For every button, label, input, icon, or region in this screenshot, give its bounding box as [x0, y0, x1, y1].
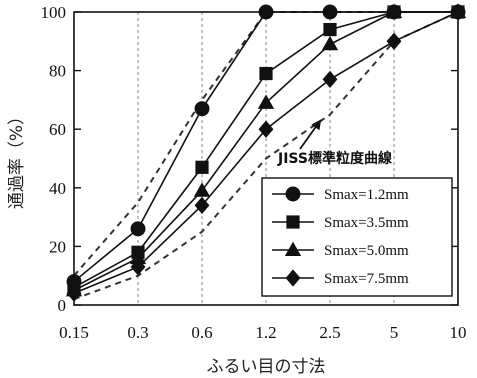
legend-marker-4 [285, 269, 301, 287]
x-tick-label-10: 10 [450, 323, 467, 342]
data-point-4-2.5 [322, 70, 338, 89]
data-point-3-1.2 [257, 94, 275, 109]
x-tick-label-5: 5 [390, 323, 399, 342]
y-tick-label-0: 0 [58, 296, 67, 315]
series-group [65, 3, 467, 302]
data-point-3-5 [385, 3, 403, 18]
data-point-4-1.2 [258, 120, 274, 138]
data-point-2-2.5 [323, 22, 337, 37]
axes: 0 20 40 60 80 100 0.15 0.3 0.6 1.2 2.5 5 10 ふるい目の寸法 通過… [7, 3, 467, 377]
x-axis-title: ふるい目の寸法 [207, 357, 326, 377]
series-4 [66, 3, 466, 302]
x-tick-label-2.5: 2.5 [319, 323, 340, 342]
y-tick-label-60: 60 [49, 120, 66, 139]
reference-curve-lower [73, 11, 459, 301]
data-point-1-0.6 [194, 101, 210, 117]
legend-label-2: Smax=3.5mm [324, 215, 409, 231]
legend-label-3: Smax=5.0mm [324, 243, 409, 259]
legend-marker-3 [284, 241, 302, 256]
legend-label-4: Smax=7.5mm [324, 271, 409, 287]
x-tick-label-0.3: 0.3 [127, 323, 148, 342]
data-point-3-0.3 [129, 249, 147, 265]
data-point-2-0.6 [195, 160, 209, 174]
data-point-4-0.3 [130, 258, 146, 276]
legend-marker-2 [286, 215, 300, 229]
data-point-3-2.5 [321, 35, 339, 51]
data-point-2-1.2 [259, 66, 273, 81]
y-tick-label-40: 40 [49, 179, 66, 198]
legend: Smax=1.2mm Smax=3.5mm Smax=5.0mm Smax=7.5mm [261, 177, 453, 297]
y-tick-label-80: 80 [49, 62, 66, 81]
plot-frame [73, 11, 459, 306]
x-tick-label-0.6: 0.6 [191, 323, 212, 342]
legend-marker-1 [285, 186, 301, 202]
legend-label-1: Smax=1.2mm [324, 187, 409, 203]
y-tick-label-100: 100 [41, 3, 67, 22]
x-tick-label-0.15: 0.15 [59, 323, 89, 342]
y-tick-label-20: 20 [49, 237, 66, 256]
annotation-arrow [299, 119, 322, 150]
data-point-3-0.6 [193, 182, 211, 197]
x-tick-label-1.2: 1.2 [255, 323, 276, 342]
reference-annotation: JISS標準粒度曲線 [277, 150, 392, 167]
data-point-1-0.3 [130, 221, 146, 237]
data-point-4-5 [386, 32, 402, 50]
data-point-4-0.6 [194, 196, 210, 215]
y-axis-title: 通過率（%） [7, 108, 27, 209]
